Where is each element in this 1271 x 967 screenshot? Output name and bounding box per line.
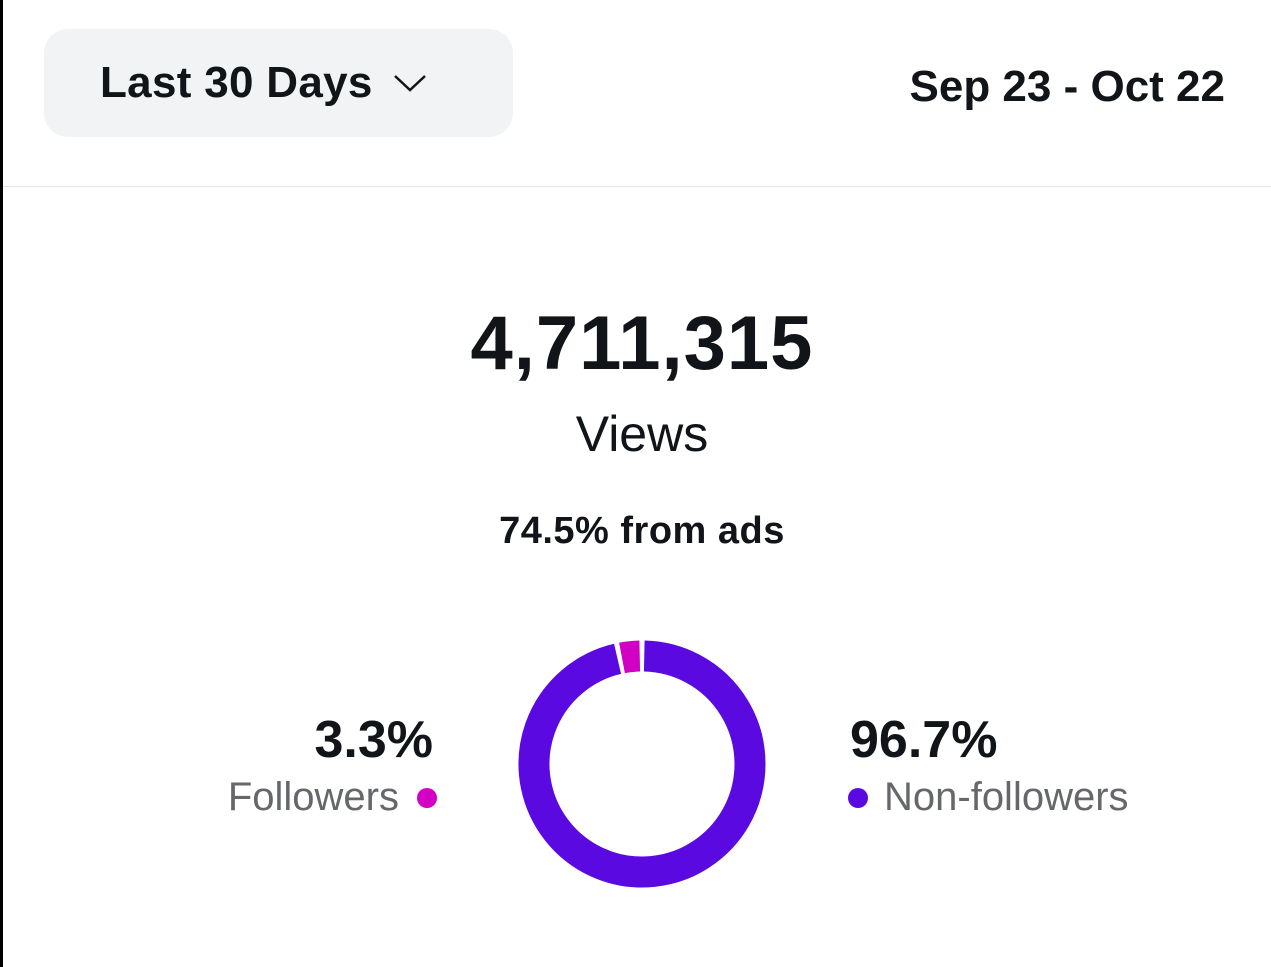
legend-followers-label: Followers bbox=[227, 775, 399, 819]
followers-percent: 3.3% bbox=[314, 711, 433, 769]
window-edge bbox=[0, 0, 3, 967]
donut-slice-followers bbox=[619, 640, 641, 674]
ads-share-text: 74.5% from ads bbox=[499, 510, 785, 552]
non-followers-percent: 96.7% bbox=[850, 711, 998, 769]
legend-non-followers-label: Non-followers bbox=[884, 775, 1129, 819]
legend-followers: Followers bbox=[228, 775, 437, 820]
total-views-value: 4,711,315 bbox=[470, 301, 814, 386]
metric-label: Views bbox=[575, 406, 709, 462]
chevron-down-icon bbox=[393, 75, 426, 92]
divider bbox=[3, 186, 1271, 187]
followers-dot-icon bbox=[417, 787, 437, 808]
donut-slice-non-followers bbox=[518, 640, 766, 888]
donut-chart bbox=[518, 640, 766, 888]
date-range-dropdown[interactable]: Last 30 Days bbox=[44, 29, 513, 137]
date-range-text: Sep 23 - Oct 22 bbox=[909, 62, 1225, 111]
non-followers-dot-icon bbox=[848, 787, 868, 808]
legend-non-followers: Non-followers bbox=[848, 775, 1129, 820]
date-range-dropdown-label: Last 30 Days bbox=[100, 58, 373, 107]
